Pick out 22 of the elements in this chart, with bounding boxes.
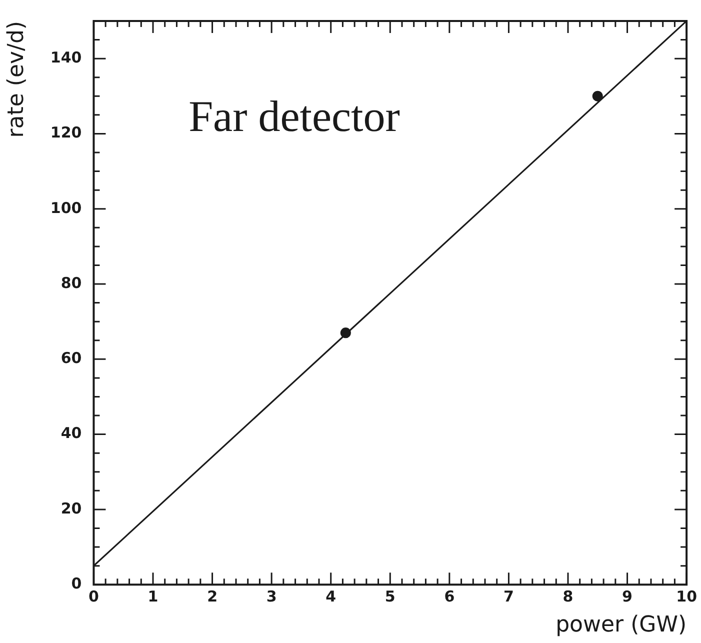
x-tick-label: 4	[326, 587, 336, 606]
y-tick-label: 80	[60, 274, 82, 292]
y-axis-title: rate (ev/d)	[4, 21, 29, 138]
y-tick-label: 40	[60, 424, 82, 442]
x-tick-label: 5	[384, 587, 396, 606]
x-tick-label: 3	[266, 587, 277, 606]
y-tick-label: 0	[71, 574, 82, 592]
y-tick-label: 100	[50, 198, 82, 217]
x-tick-label: 2	[207, 587, 218, 606]
annotation: Far detector	[188, 92, 400, 141]
x-tick-label: 10	[676, 587, 697, 606]
x-axis-title: power (GW)	[556, 612, 687, 638]
x-tick-label: 8	[562, 587, 574, 606]
y-tick-label: 140	[50, 48, 82, 66]
x-tick-label: 6	[444, 587, 455, 606]
x-tick-label: 0	[88, 587, 99, 606]
y-tick-label: 120	[50, 124, 82, 142]
x-tick-label: 1	[148, 587, 158, 606]
x-tick-label: 7	[503, 587, 514, 606]
x-tick-label: 9	[622, 587, 632, 606]
y-tick-label: 60	[60, 349, 82, 368]
y-tick-label: 20	[60, 499, 82, 518]
